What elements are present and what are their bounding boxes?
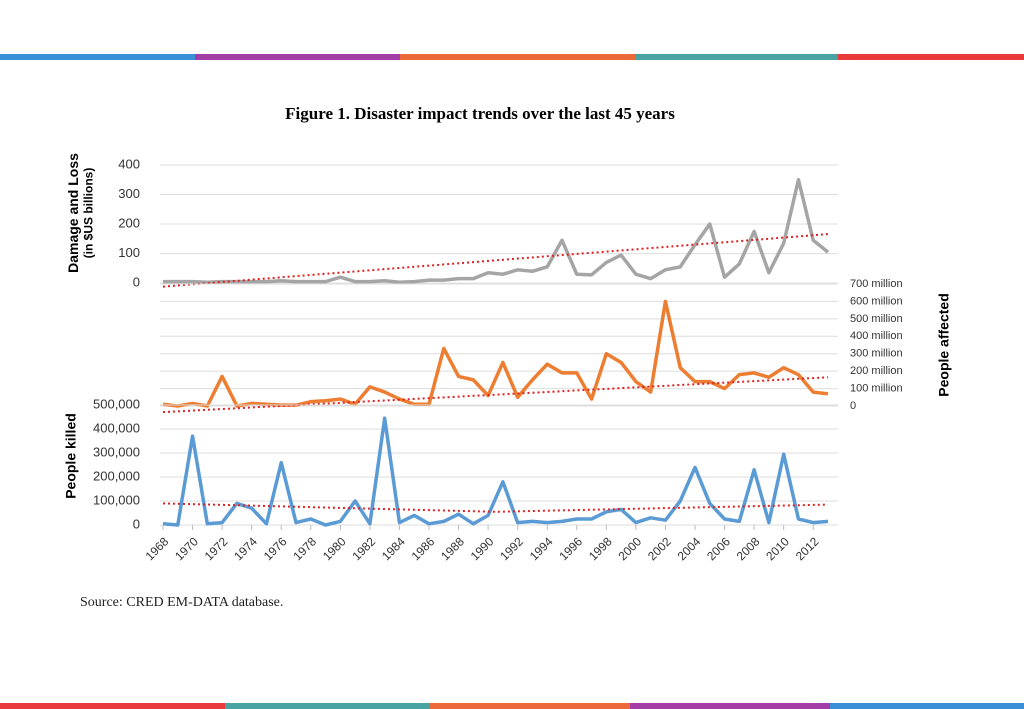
x-tick-label: 1998 — [586, 534, 615, 563]
bar-segment — [0, 703, 225, 709]
x-tick-label: 1990 — [468, 534, 497, 563]
y-axis-title: People affected — [936, 293, 952, 396]
top-bar — [0, 54, 1024, 60]
bar-segment — [630, 703, 830, 709]
y-tick-label: 700 million — [850, 278, 903, 290]
y-tick-label: 200,000 — [93, 468, 140, 483]
trend-line — [162, 502, 829, 513]
y-tick-label: 200 — [118, 215, 140, 230]
x-tick-label: 1982 — [349, 534, 378, 563]
y-tick-label: 300 — [118, 186, 140, 201]
x-tick-label: 1974 — [231, 534, 260, 563]
data-line — [163, 178, 830, 284]
bar-segment — [838, 54, 1024, 60]
y-tick-label: 300,000 — [93, 444, 140, 459]
x-tick-label: 1978 — [290, 534, 319, 563]
bar-segment — [635, 54, 838, 60]
x-tick-label: 1984 — [379, 534, 408, 563]
y-tick-label: 400,000 — [93, 420, 140, 435]
y-tick-label: 200 million — [850, 365, 903, 377]
bar-segment — [400, 54, 635, 60]
y-tick-label: 500,000 — [93, 396, 140, 411]
y-tick-label: 400 million — [850, 330, 903, 342]
bar-segment — [430, 703, 630, 709]
x-tick-label: 1976 — [261, 534, 290, 563]
y-axis-title-line: People killed — [63, 413, 79, 499]
x-tick-label: 2012 — [793, 534, 822, 563]
y-tick-label: 500 million — [850, 313, 903, 325]
x-tick-label: 1988 — [438, 534, 467, 563]
x-tick-label: 2010 — [763, 534, 792, 563]
y-tick-label: 100,000 — [93, 492, 140, 507]
y-tick-label: 0 — [850, 400, 856, 412]
bar-segment — [0, 54, 195, 60]
trend-line — [162, 233, 829, 288]
source-note: Source: CRED EM-DATA database. — [80, 595, 283, 610]
y-tick-label: 0 — [133, 275, 140, 290]
x-tick-label: 1992 — [497, 534, 526, 563]
y-axis-title-line: People affected — [936, 293, 952, 396]
y-tick-label: 100 — [118, 245, 140, 260]
x-tick-label: 1996 — [556, 534, 585, 563]
x-tick-label: 2006 — [704, 534, 733, 563]
y-axis-title: People killed — [63, 413, 79, 499]
bar-segment — [225, 703, 430, 709]
y-axis-title-line: Damage and Loss — [65, 153, 81, 273]
x-tick-label: 1968 — [143, 534, 172, 563]
y-tick-label: 600 million — [850, 295, 903, 307]
x-tick-label: 1970 — [172, 534, 201, 563]
x-tick-label: 2004 — [675, 534, 704, 563]
x-tick-label: 2008 — [734, 534, 763, 563]
x-tick-label: 2002 — [645, 534, 674, 563]
x-tick-label: 1994 — [527, 534, 556, 563]
y-tick-label: 300 million — [850, 348, 903, 360]
bar-segment — [195, 54, 400, 60]
y-axis-title: Damage and Loss (in $US billions) — [65, 153, 95, 273]
y-axis-title-line: (in $US billions) — [82, 168, 96, 259]
y-tick-label: 0 — [133, 516, 140, 531]
x-tick-label: 1980 — [320, 534, 349, 563]
data-line — [162, 416, 829, 527]
y-tick-label: 100 million — [850, 383, 903, 395]
figure-title: Figure 1. Disaster impact trends over th… — [285, 104, 675, 123]
y-tick-label: 400 — [118, 156, 140, 171]
x-tick-label: 1972 — [202, 534, 231, 563]
x-tick-label: 1986 — [409, 534, 438, 563]
bottom-bar — [0, 703, 1024, 709]
x-tick-label: 2000 — [615, 534, 644, 563]
trend-line — [162, 376, 829, 414]
bar-segment — [830, 703, 1024, 709]
